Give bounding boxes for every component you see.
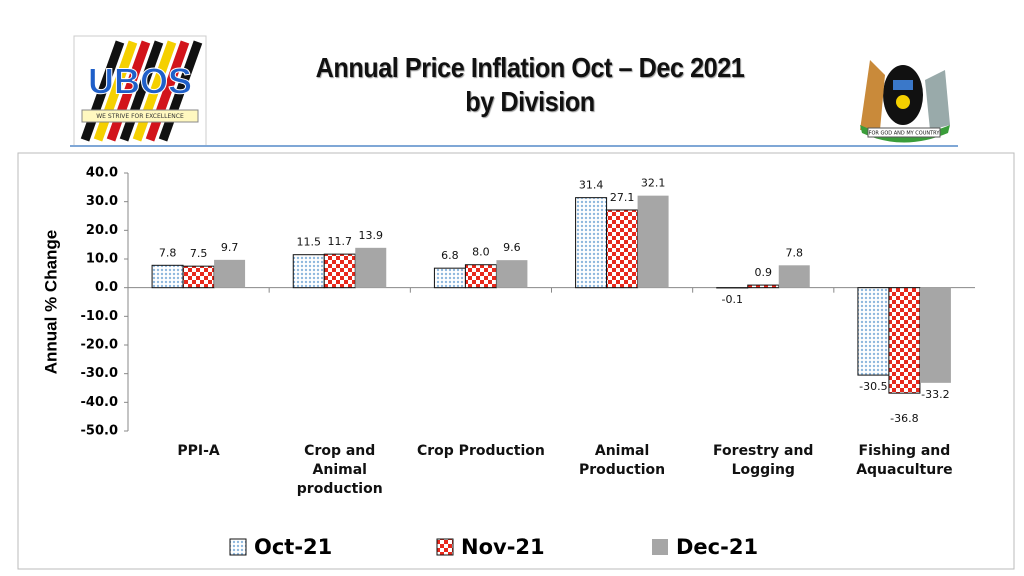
value-label: 27.1 — [610, 191, 635, 204]
bar — [919, 287, 951, 383]
bar — [575, 197, 608, 289]
legend-label: Oct-21 — [254, 535, 332, 559]
bar — [857, 287, 890, 376]
bar — [888, 287, 921, 394]
x-tick-label: PPI-A — [177, 443, 220, 459]
y-tick-label: -40.0 — [81, 395, 118, 410]
value-label: 9.6 — [503, 241, 521, 254]
x-tick-label: Crop and Animal production — [296, 443, 383, 497]
y-axis-label: Annual % Change — [41, 230, 60, 375]
bar — [182, 265, 215, 289]
y-tick-label: 20.0 — [86, 223, 118, 238]
value-label: 7.8 — [159, 246, 177, 259]
value-label: -36.8 — [890, 412, 918, 425]
bar — [747, 284, 780, 289]
bar — [355, 247, 387, 288]
crest-motto: FOR GOD AND MY COUNTRY — [869, 131, 941, 137]
value-label: -30.5 — [859, 380, 887, 393]
bar — [292, 254, 325, 289]
value-label: 31.4 — [579, 179, 604, 192]
bar — [433, 267, 466, 289]
value-label: 7.8 — [786, 246, 804, 259]
title: Annual Price Inflation Oct – Dec 2021 — [315, 52, 745, 83]
legend-label: Nov-21 — [461, 535, 545, 559]
x-tick-label: Animal Production — [579, 443, 666, 478]
legend-swatch — [229, 538, 247, 556]
bar — [464, 264, 497, 289]
x-tick-label: Forestry and Logging — [713, 443, 814, 478]
ubos-logo: UBOS WE STRIVE FOR EXCELLENCE — [73, 35, 207, 147]
bar — [637, 195, 669, 288]
bar — [323, 253, 356, 289]
value-label: 11.5 — [297, 236, 322, 249]
value-label: 13.9 — [359, 229, 384, 242]
value-label: 11.7 — [328, 235, 353, 248]
coat-of-arms: FOR GOD AND MY COUNTRY — [860, 60, 950, 143]
chart-frame — [17, 152, 1015, 570]
logo-text: UBOS — [88, 61, 192, 102]
y-tick-label: 40.0 — [86, 166, 118, 181]
y-tick-label: -20.0 — [81, 338, 118, 353]
bar — [214, 259, 246, 288]
value-label: 0.9 — [755, 266, 773, 279]
bar — [778, 265, 810, 288]
y-tick-label: 0.0 — [95, 280, 118, 295]
y-tick-label: 10.0 — [86, 252, 118, 267]
bar — [606, 209, 639, 289]
x-tick-label: Crop Production — [416, 443, 545, 459]
bar — [151, 264, 184, 289]
value-label: -0.1 — [722, 293, 743, 306]
logo-motto: WE STRIVE FOR EXCELLENCE — [96, 113, 184, 120]
x-tick-label: Fishing and Aquaculture — [856, 443, 953, 478]
legend-swatch — [652, 539, 668, 555]
legend-label: Dec-21 — [676, 535, 758, 559]
y-tick-label: -30.0 — [81, 366, 118, 381]
value-label: 7.5 — [190, 247, 208, 260]
title: by Division — [465, 86, 595, 117]
y-tick-label: -10.0 — [81, 309, 118, 324]
y-tick-label: 30.0 — [86, 194, 118, 209]
value-label: 6.8 — [441, 249, 459, 262]
value-label: -33.2 — [921, 388, 949, 401]
y-tick-label: -50.0 — [81, 424, 118, 439]
value-label: 32.1 — [641, 177, 666, 190]
value-label: 8.0 — [472, 246, 490, 259]
value-label: 9.7 — [221, 241, 239, 254]
legend-swatch — [436, 538, 454, 556]
bar — [496, 260, 528, 288]
